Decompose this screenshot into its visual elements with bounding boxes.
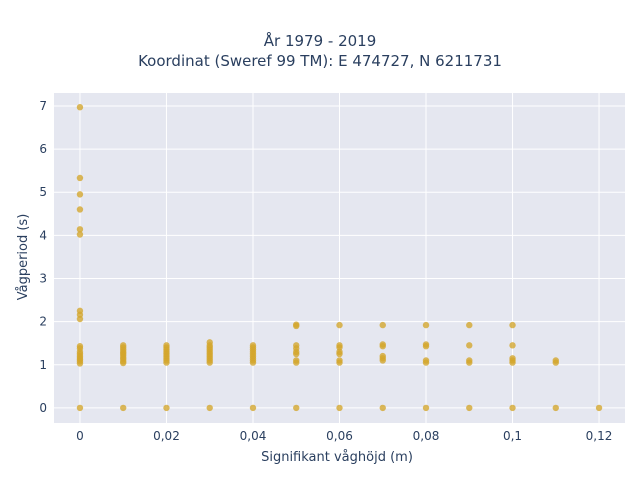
y-gridlines: [54, 105, 625, 409]
y-tick-label: 5: [39, 185, 47, 199]
y-axis-label: Vågperiod (s): [16, 214, 31, 301]
x-tick-label: 0: [76, 429, 84, 443]
data-point: [293, 321, 300, 328]
data-point: [422, 357, 430, 364]
data-point: [76, 206, 84, 213]
data-point: [379, 352, 386, 360]
data-point: [336, 321, 343, 329]
data-point: [249, 404, 257, 412]
data-point: [422, 404, 430, 412]
data-point: [466, 357, 473, 364]
y-tick-label: 4: [39, 228, 47, 242]
data-point: [163, 342, 170, 349]
data-point: [163, 404, 170, 412]
data-point: [293, 357, 300, 364]
data-points: [76, 104, 603, 412]
x-tick-label: 0,04: [240, 429, 267, 443]
data-point: [509, 355, 516, 362]
data-point: [336, 404, 343, 412]
data-point: [76, 174, 84, 182]
y-tick-label: 2: [39, 315, 47, 329]
data-point: [422, 321, 430, 329]
y-tick-label: 6: [39, 142, 47, 156]
x-tick-label: 0,1: [503, 429, 522, 443]
x-tick-label: 0,06: [326, 429, 353, 443]
data-point: [76, 226, 84, 233]
data-point: [76, 104, 84, 111]
x-tick-label: 0,08: [413, 429, 440, 443]
data-point: [336, 342, 343, 349]
data-point: [206, 339, 213, 346]
x-tick-label: 0,12: [586, 429, 613, 443]
data-point: [76, 191, 84, 198]
data-point: [293, 342, 300, 349]
data-point: [293, 404, 300, 412]
data-point: [76, 404, 84, 412]
data-point: [552, 357, 559, 364]
data-point: [76, 343, 84, 350]
data-point: [76, 307, 84, 315]
data-point: [379, 341, 386, 348]
data-point: [422, 341, 430, 348]
data-point: [595, 404, 603, 412]
data-point: [552, 404, 559, 412]
x-tick-label: 0,02: [153, 429, 180, 443]
x-gridlines: [79, 93, 600, 423]
chart-title-line2: Koordinat (Sweref 99 TM): E 474727, N 62…: [138, 52, 502, 70]
data-point: [509, 342, 516, 349]
data-point: [379, 404, 386, 412]
x-tick-labels: 0 0,02 0,04 0,06 0,08 0,1 0,12: [76, 429, 612, 443]
x-axis-label: Signifikant våghöjd (m): [261, 450, 413, 465]
data-point: [509, 321, 516, 329]
chart-title-line1: År 1979 - 2019: [264, 31, 377, 50]
data-point: [466, 404, 473, 412]
data-point: [466, 342, 473, 349]
y-tick-label: 0: [39, 401, 47, 415]
data-point: [120, 342, 127, 349]
data-point: [206, 404, 213, 412]
data-point: [379, 321, 386, 329]
y-tick-labels: 0 1 2 3 4 5 6 7: [39, 99, 47, 415]
y-tick-label: 7: [39, 99, 47, 113]
data-point: [249, 342, 257, 349]
y-tick-label: 3: [39, 271, 47, 285]
y-tick-label: 1: [39, 358, 47, 372]
data-point: [76, 231, 84, 238]
data-point: [509, 404, 516, 412]
data-point: [466, 321, 473, 329]
data-point: [120, 404, 127, 412]
data-point: [336, 357, 343, 364]
